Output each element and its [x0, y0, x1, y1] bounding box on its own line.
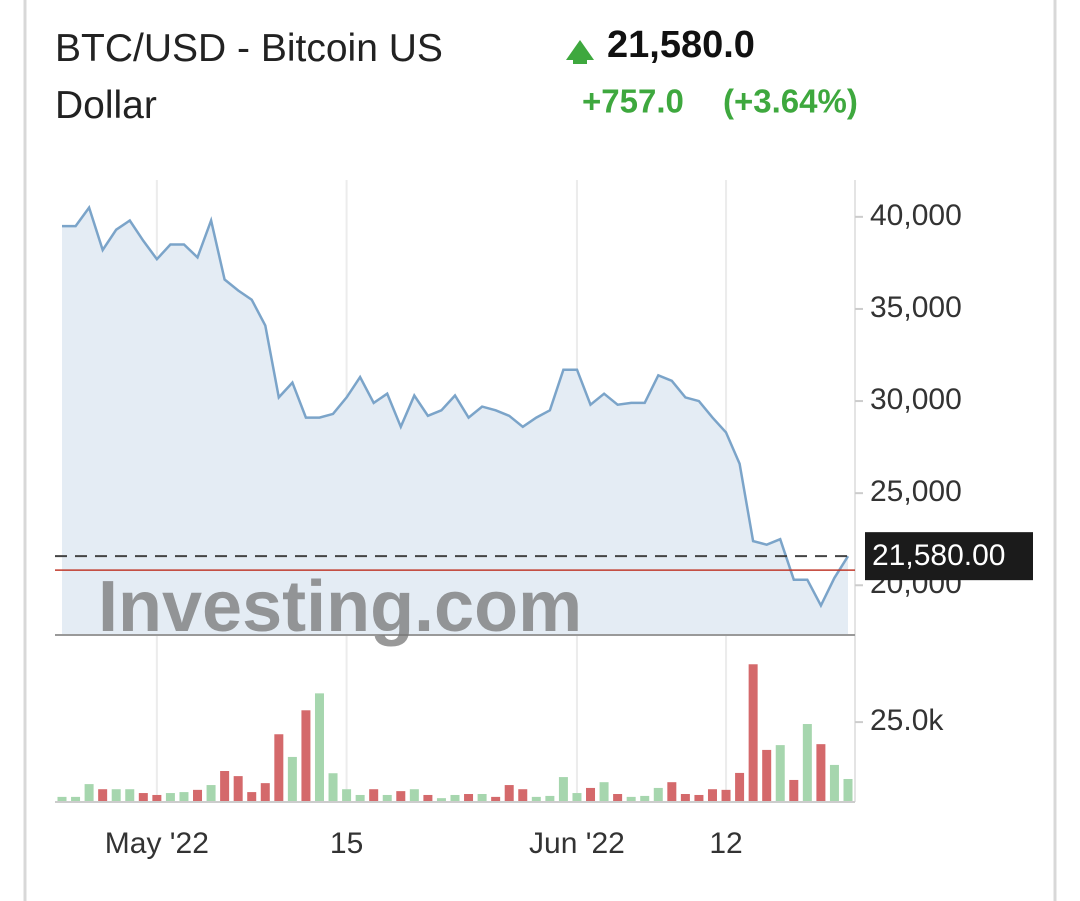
- volume-bar: [355, 794, 365, 802]
- volume-bar: [436, 798, 446, 802]
- volume-bar: [667, 782, 677, 802]
- volume-bar: [111, 789, 121, 802]
- volume-bar: [260, 783, 270, 802]
- up-arrow: [566, 40, 594, 60]
- volume-bar: [71, 796, 81, 802]
- volume-bar: [328, 773, 338, 802]
- volume-bar: [179, 792, 189, 802]
- volume-bar: [572, 793, 582, 802]
- volume-bar: [165, 793, 175, 802]
- x-tick-label: 15: [330, 827, 363, 860]
- volume-bar: [518, 789, 528, 802]
- last-price-label: 21,580.00: [872, 539, 1005, 572]
- volume-bar: [721, 789, 731, 802]
- volume-bar: [247, 792, 257, 802]
- volume-bar: [220, 771, 230, 802]
- volume-bar: [843, 778, 853, 802]
- title-box: BTC/USD - Bitcoin US Dollar: [55, 27, 443, 127]
- volume-bar: [735, 772, 745, 802]
- volume-bar: [477, 794, 487, 802]
- volume-bar: [193, 789, 203, 802]
- price-line: [62, 204, 850, 609]
- volume-bar: [138, 793, 148, 802]
- volume-bar: [84, 784, 94, 802]
- price: 21,580.0: [607, 24, 755, 66]
- y-tick-label: 30,000: [870, 383, 962, 416]
- y-tick-label: 40,000: [870, 199, 962, 232]
- volume-bar: [694, 794, 704, 802]
- volume-bar: [396, 791, 406, 802]
- change-percent: (+3.64%): [723, 83, 858, 120]
- volume-bar: [423, 794, 433, 802]
- volume-bar: [762, 749, 772, 802]
- volume-bar: [450, 794, 460, 802]
- volume-bar: [829, 764, 839, 802]
- volume-bar: [382, 794, 392, 802]
- volume-bar: [504, 785, 514, 802]
- volume-bar: [409, 789, 419, 802]
- volume-bar: [342, 789, 352, 802]
- volume-bar: [369, 789, 379, 802]
- y-tick-label: 35,000: [870, 291, 962, 324]
- x-tick-label: 12: [709, 827, 742, 860]
- volume-bar: [125, 789, 135, 802]
- volume-bar: [98, 789, 108, 802]
- last-price-box: [865, 532, 1033, 581]
- volume-bar: [707, 789, 717, 802]
- y-tick-label: 25,000: [870, 475, 962, 508]
- volume-bar: [545, 795, 555, 802]
- chart-title: BTC/USD - Bitcoin US Dollar: [55, 27, 443, 127]
- volume-bar: [680, 794, 690, 802]
- volume-bar: [802, 724, 812, 802]
- x-tick-label: Jun '22: [529, 827, 625, 860]
- volume-bar: [558, 777, 568, 802]
- volume-bar: [775, 745, 785, 802]
- volume-bar: [152, 794, 162, 802]
- up-arrow-stem: [573, 58, 587, 64]
- volume-bar: [531, 796, 541, 802]
- volume-bar: [613, 794, 623, 802]
- volume-bar: [314, 693, 324, 802]
- volume-bar: [491, 796, 501, 802]
- volume-bar: [464, 794, 474, 802]
- volume-bar: [748, 664, 758, 802]
- volume-bar: [586, 787, 596, 802]
- volume-y-tick-label: 25.0k: [870, 704, 944, 737]
- volume-bar: [206, 785, 216, 802]
- volume-bar: [599, 782, 609, 802]
- watermark: Investing.com: [98, 567, 582, 647]
- volume-bar: [789, 779, 799, 802]
- volume-bar: [57, 796, 67, 802]
- change: +757.0: [582, 83, 684, 120]
- volume-bar: [233, 776, 243, 802]
- volume-bar: [653, 787, 663, 802]
- volume-bar: [640, 795, 650, 802]
- volume-bar: [816, 744, 826, 802]
- volume-bar: [301, 710, 311, 802]
- volume-bar: [274, 734, 284, 802]
- volume-bar: [626, 796, 636, 802]
- volume-bar: [287, 756, 297, 802]
- x-tick-label: May '22: [105, 827, 209, 860]
